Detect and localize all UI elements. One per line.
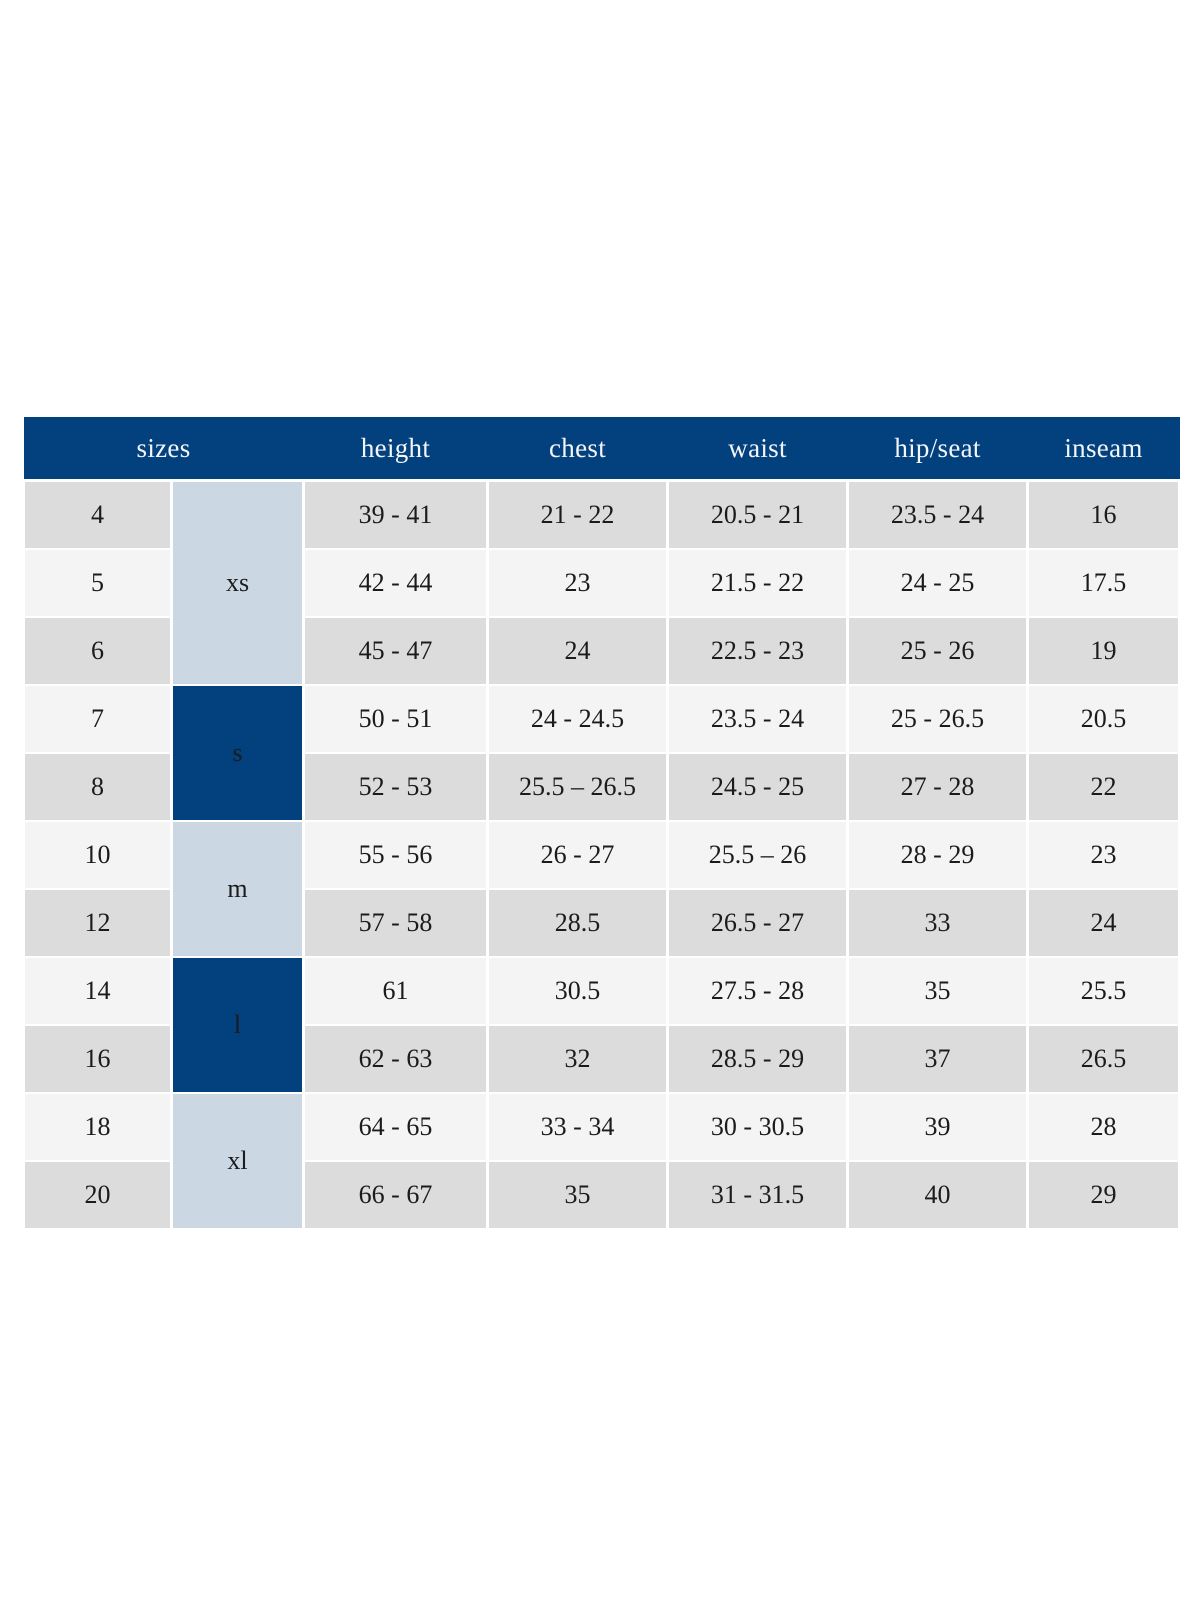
waist-cell: 28.5 - 29 [666, 1024, 850, 1094]
table-row: 18 xl 64 - 65 33 - 34 30 - 30.5 39 28 [22, 1092, 1182, 1230]
hip-seat-cell: 28 - 29 [846, 820, 1030, 890]
table-row: 20 66 - 67 35 31 - 31.5 40 29 [22, 1160, 1182, 1230]
hip-seat-cell: 37 [846, 1024, 1030, 1094]
chest-cell: 23 [486, 548, 670, 618]
table-header-row: sizes height chest waist hip/seat inseam [23, 417, 1180, 482]
col-header-inseam: inseam [1027, 417, 1180, 482]
size-group-m: m [169, 820, 306, 958]
height-cell: 66 - 67 [302, 1160, 490, 1230]
height-cell: 42 - 44 [302, 548, 490, 618]
chest-cell: 25.5 – 26.5 [486, 752, 670, 822]
size-group-xs: xs [169, 479, 306, 686]
table-row: 16 62 - 63 32 28.5 - 29 37 26.5 [22, 1024, 1182, 1094]
col-header-waist: waist [667, 417, 848, 482]
waist-cell: 22.5 - 23 [666, 616, 850, 686]
inseam-cell: 23 [1026, 820, 1182, 890]
waist-cell: 26.5 - 27 [666, 888, 850, 958]
chest-cell: 35 [486, 1160, 670, 1230]
size-cell: 6 [22, 616, 173, 686]
table-row: 7 s 50 - 51 24 - 24.5 23.5 - 24 25 - 26.… [22, 684, 1182, 822]
col-header-sizes: sizes [23, 417, 304, 482]
chest-cell: 24 [486, 616, 670, 686]
height-cell: 62 - 63 [302, 1024, 490, 1094]
table-row: 4 xs 39 - 41 21 - 22 20.5 - 21 23.5 - 24… [22, 479, 1182, 686]
height-cell: 52 - 53 [302, 752, 490, 822]
size-chart-table: sizes height chest waist hip/seat inseam… [22, 417, 1182, 1230]
waist-cell: 27.5 - 28 [666, 956, 850, 1026]
waist-cell: 31 - 31.5 [666, 1160, 850, 1230]
size-group-xl: xl [169, 1092, 306, 1230]
hip-seat-cell: 33 [846, 888, 1030, 958]
height-cell: 61 [302, 956, 490, 1026]
hip-seat-cell: 27 - 28 [846, 752, 1030, 822]
chest-cell: 21 - 22 [486, 479, 670, 550]
chest-cell: 32 [486, 1024, 670, 1094]
waist-cell: 30 - 30.5 [666, 1092, 850, 1162]
table-row: 5 42 - 44 23 21.5 - 22 24 - 25 17.5 [22, 548, 1182, 618]
size-cell: 14 [22, 956, 173, 1026]
hip-seat-cell: 23.5 - 24 [846, 479, 1030, 550]
height-cell: 64 - 65 [302, 1092, 490, 1162]
chest-cell: 30.5 [486, 956, 670, 1026]
waist-cell: 24.5 - 25 [666, 752, 850, 822]
chest-cell: 24 - 24.5 [486, 684, 670, 754]
chest-cell: 28.5 [486, 888, 670, 958]
col-header-height: height [303, 417, 488, 482]
size-cell: 4 [22, 479, 173, 550]
height-cell: 57 - 58 [302, 888, 490, 958]
waist-cell: 21.5 - 22 [666, 548, 850, 618]
col-header-hip-seat: hip/seat [847, 417, 1028, 482]
inseam-cell: 28 [1026, 1092, 1182, 1162]
hip-seat-cell: 40 [846, 1160, 1030, 1230]
size-group-l: l [169, 956, 306, 1094]
size-cell: 20 [22, 1160, 173, 1230]
table-row: 8 52 - 53 25.5 – 26.5 24.5 - 25 27 - 28 … [22, 752, 1182, 822]
inseam-cell: 17.5 [1026, 548, 1182, 618]
inseam-cell: 26.5 [1026, 1024, 1182, 1094]
chest-cell: 26 - 27 [486, 820, 670, 890]
size-cell: 10 [22, 820, 173, 890]
height-cell: 45 - 47 [302, 616, 490, 686]
inseam-cell: 20.5 [1026, 684, 1182, 754]
inseam-cell: 16 [1026, 479, 1182, 550]
inseam-cell: 19 [1026, 616, 1182, 686]
col-header-chest: chest [487, 417, 668, 482]
table-row: 14 l 61 30.5 27.5 - 28 35 25.5 [22, 956, 1182, 1094]
height-cell: 39 - 41 [302, 479, 490, 550]
size-cell: 16 [22, 1024, 173, 1094]
hip-seat-cell: 39 [846, 1092, 1030, 1162]
waist-cell: 20.5 - 21 [666, 479, 850, 550]
table-row: 10 m 55 - 56 26 - 27 25.5 – 26 28 - 29 2… [22, 820, 1182, 958]
inseam-cell: 25.5 [1026, 956, 1182, 1026]
hip-seat-cell: 35 [846, 956, 1030, 1026]
table-row: 12 57 - 58 28.5 26.5 - 27 33 24 [22, 888, 1182, 958]
size-group-s: s [169, 684, 306, 822]
table-row: 6 45 - 47 24 22.5 - 23 25 - 26 19 [22, 616, 1182, 686]
size-cell: 12 [22, 888, 173, 958]
height-cell: 50 - 51 [302, 684, 490, 754]
hip-seat-cell: 24 - 25 [846, 548, 1030, 618]
hip-seat-cell: 25 - 26.5 [846, 684, 1030, 754]
hip-seat-cell: 25 - 26 [846, 616, 1030, 686]
size-cell: 5 [22, 548, 173, 618]
size-cell: 18 [22, 1092, 173, 1162]
waist-cell: 25.5 – 26 [666, 820, 850, 890]
waist-cell: 23.5 - 24 [666, 684, 850, 754]
chest-cell: 33 - 34 [486, 1092, 670, 1162]
inseam-cell: 22 [1026, 752, 1182, 822]
inseam-cell: 24 [1026, 888, 1182, 958]
size-cell: 7 [22, 684, 173, 754]
size-cell: 8 [22, 752, 173, 822]
inseam-cell: 29 [1026, 1160, 1182, 1230]
height-cell: 55 - 56 [302, 820, 490, 890]
